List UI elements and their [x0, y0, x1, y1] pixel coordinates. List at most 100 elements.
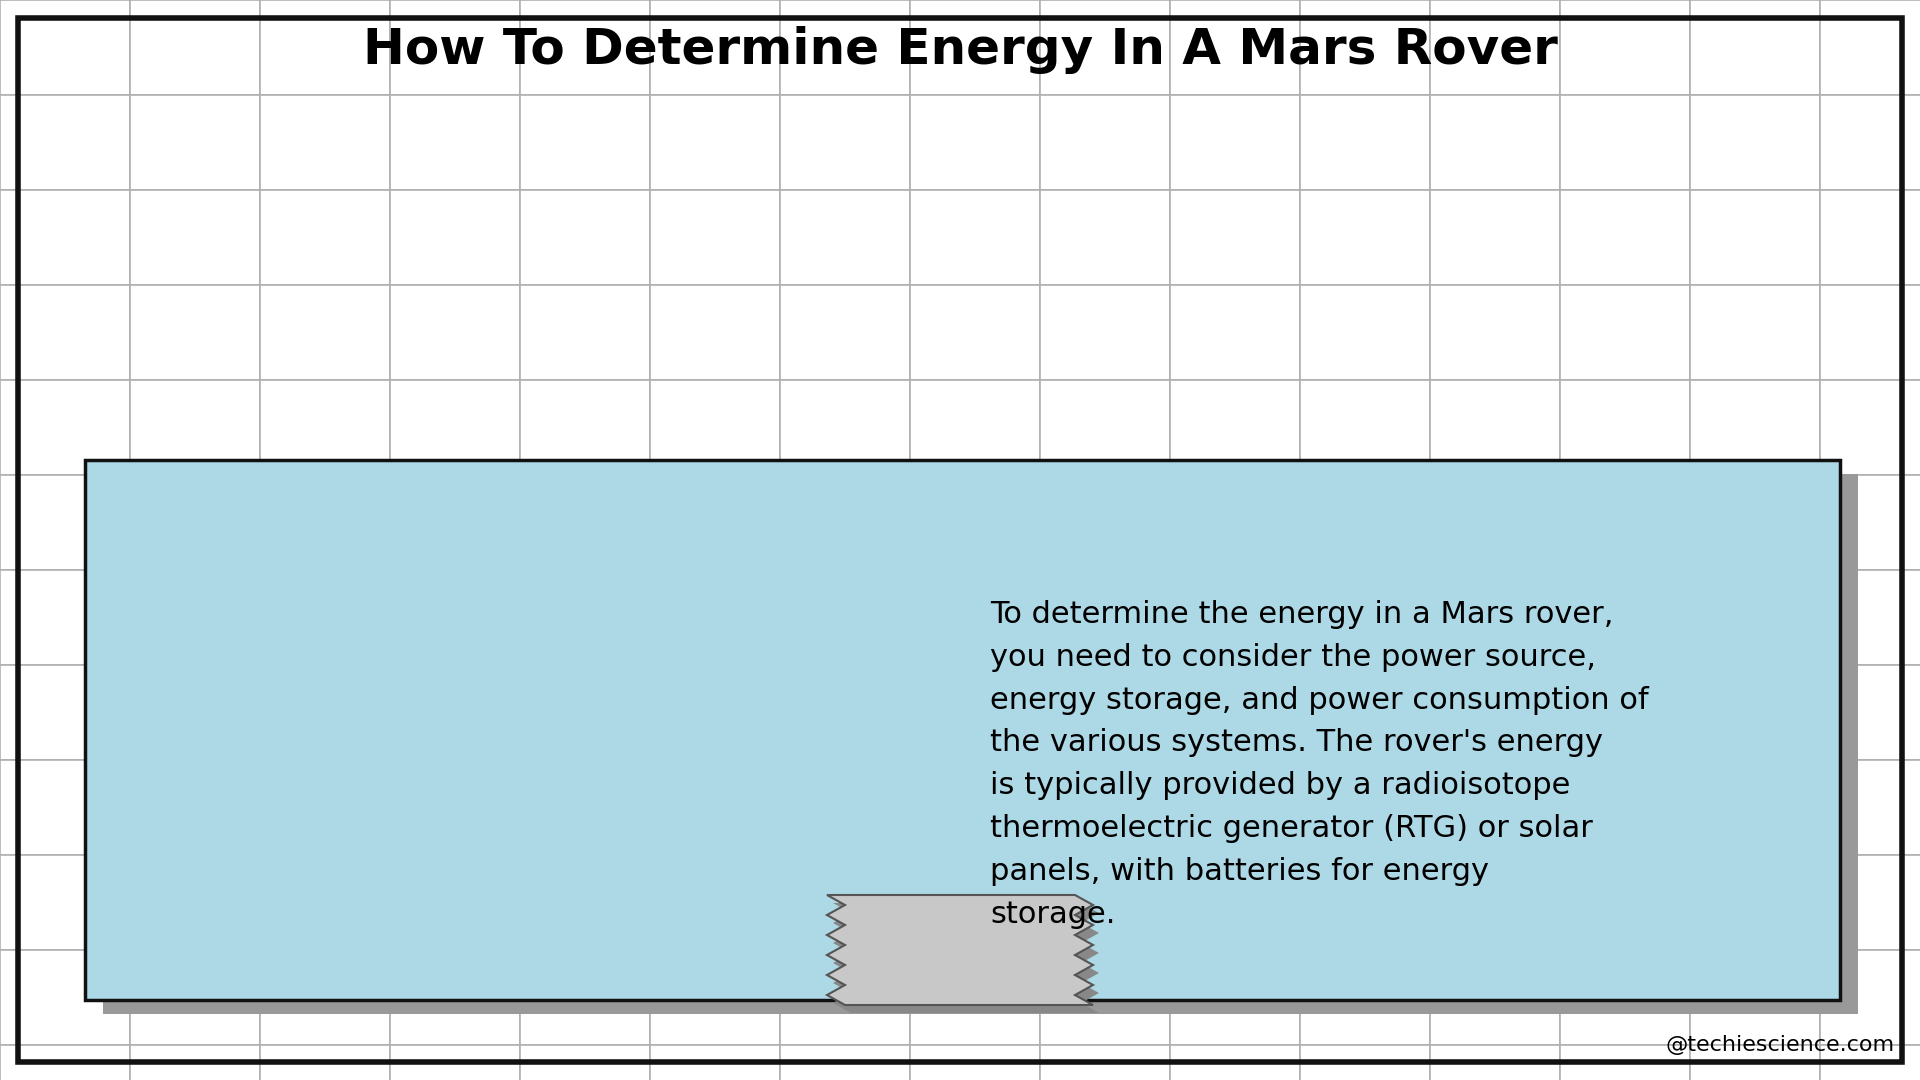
Bar [1820, 570, 1920, 665]
Bar [1041, 475, 1169, 570]
Bar [259, 665, 390, 760]
Bar [910, 855, 1041, 950]
Bar [1820, 0, 1920, 95]
Bar [780, 0, 910, 95]
Bar [1430, 190, 1559, 285]
Bar [910, 285, 1041, 380]
Bar [1300, 760, 1430, 855]
Bar [1559, 190, 1690, 285]
Bar [780, 1045, 910, 1080]
Bar [131, 285, 259, 380]
Bar [390, 570, 520, 665]
Bar [910, 950, 1041, 1045]
Bar [1300, 285, 1430, 380]
Bar [910, 1045, 1041, 1080]
Bar [1300, 380, 1430, 475]
Bar [1559, 285, 1690, 380]
Bar [1690, 380, 1820, 475]
Bar [1041, 0, 1169, 95]
Bar [1430, 760, 1559, 855]
Bar [1300, 855, 1430, 950]
Bar [1300, 950, 1430, 1045]
Bar [1430, 0, 1559, 95]
Bar [390, 285, 520, 380]
Bar [1300, 95, 1430, 190]
Bar [1300, 475, 1430, 570]
Bar [259, 760, 390, 855]
Bar [0, 570, 131, 665]
Bar [1820, 665, 1920, 760]
Bar [1559, 1045, 1690, 1080]
Bar [520, 1045, 651, 1080]
Bar [1169, 190, 1300, 285]
Bar [1820, 475, 1920, 570]
Text: How To Determine Energy In A Mars Rover: How To Determine Energy In A Mars Rover [363, 26, 1557, 75]
Bar [1169, 95, 1300, 190]
Bar [390, 855, 520, 950]
Bar [259, 0, 390, 95]
Bar [131, 475, 259, 570]
Bar [1041, 1045, 1169, 1080]
Bar [390, 0, 520, 95]
Bar [1690, 855, 1820, 950]
Bar [259, 1045, 390, 1080]
Bar [131, 950, 259, 1045]
Bar [84, 460, 1839, 1000]
Bar [1820, 1045, 1920, 1080]
Bar [1430, 380, 1559, 475]
Bar [520, 95, 651, 190]
Bar [1559, 0, 1690, 95]
Bar [1559, 380, 1690, 475]
Bar [1300, 570, 1430, 665]
Bar [651, 0, 780, 95]
Bar [780, 475, 910, 570]
Bar [390, 760, 520, 855]
Bar [520, 285, 651, 380]
Bar [1041, 285, 1169, 380]
Bar [1690, 665, 1820, 760]
Bar [1820, 950, 1920, 1045]
Bar [0, 950, 131, 1045]
Bar [520, 760, 651, 855]
Bar [1430, 855, 1559, 950]
Bar [0, 380, 131, 475]
Bar [1041, 665, 1169, 760]
Bar [1169, 1045, 1300, 1080]
Bar [651, 1045, 780, 1080]
Bar [1559, 760, 1690, 855]
Bar [1430, 1045, 1559, 1080]
Bar [1690, 570, 1820, 665]
Bar [780, 285, 910, 380]
Bar [1559, 855, 1690, 950]
Bar [390, 950, 520, 1045]
Bar [1169, 380, 1300, 475]
Bar [1559, 665, 1690, 760]
Bar [0, 190, 131, 285]
Bar [910, 190, 1041, 285]
Bar [259, 95, 390, 190]
Bar [520, 570, 651, 665]
Bar [1559, 570, 1690, 665]
Bar [520, 0, 651, 95]
Bar [1430, 570, 1559, 665]
Bar [910, 0, 1041, 95]
Bar [520, 855, 651, 950]
Bar [1690, 760, 1820, 855]
Bar [651, 475, 780, 570]
Bar [1300, 1045, 1430, 1080]
Bar [1690, 95, 1820, 190]
Bar [259, 475, 390, 570]
Bar [0, 855, 131, 950]
Bar [1690, 1045, 1820, 1080]
Bar [1430, 475, 1559, 570]
Bar [1820, 95, 1920, 190]
Bar [1041, 380, 1169, 475]
Bar [780, 380, 910, 475]
Bar [390, 665, 520, 760]
Bar [104, 474, 1859, 1014]
Bar [520, 475, 651, 570]
Bar [1820, 190, 1920, 285]
Bar [1430, 950, 1559, 1045]
Bar [131, 855, 259, 950]
Bar [1820, 285, 1920, 380]
